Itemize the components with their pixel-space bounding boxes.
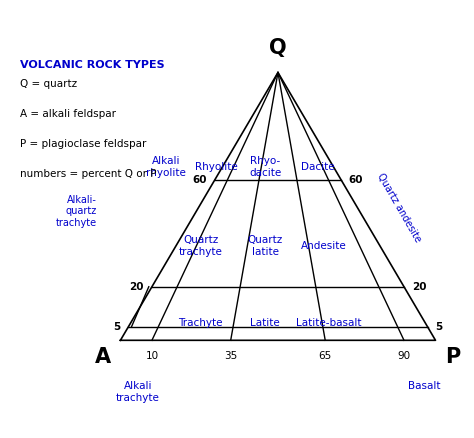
Text: Latite-basalt: Latite-basalt	[296, 318, 361, 328]
Text: Trachyte: Trachyte	[179, 318, 223, 328]
Text: 10: 10	[146, 351, 158, 361]
Text: 5: 5	[113, 322, 120, 332]
Text: Q: Q	[269, 38, 287, 58]
Text: 35: 35	[224, 351, 237, 361]
Text: Rhyolite: Rhyolite	[195, 162, 238, 172]
Text: P: P	[445, 346, 460, 367]
Text: Andesite: Andesite	[301, 241, 346, 251]
Text: Alkali-
quartz
trachyte: Alkali- quartz trachyte	[55, 194, 97, 228]
Text: 60: 60	[192, 175, 207, 184]
Text: Q = quartz: Q = quartz	[19, 79, 77, 89]
Text: 90: 90	[397, 351, 410, 361]
Text: Rhyo-
dacite: Rhyo- dacite	[249, 156, 282, 178]
Text: A = alkali feldspar: A = alkali feldspar	[19, 109, 116, 119]
Text: Alkali
trachyte: Alkali trachyte	[116, 381, 160, 403]
Text: 5: 5	[436, 322, 443, 332]
Text: VOLCANIC ROCK TYPES: VOLCANIC ROCK TYPES	[19, 60, 164, 70]
Text: 65: 65	[319, 351, 332, 361]
Text: Dacite: Dacite	[301, 162, 334, 172]
Text: Quartz
latite: Quartz latite	[248, 235, 283, 257]
Text: Quartz andesite: Quartz andesite	[375, 172, 423, 244]
Text: Quartz
trachyte: Quartz trachyte	[179, 235, 223, 257]
Text: P = plagioclase feldspar: P = plagioclase feldspar	[19, 139, 146, 148]
Text: Alkali
rhyolite: Alkali rhyolite	[146, 156, 186, 178]
Text: Latite: Latite	[250, 318, 280, 328]
Text: 20: 20	[129, 282, 144, 292]
Text: 20: 20	[412, 282, 427, 292]
Text: numbers = percent Q or P: numbers = percent Q or P	[19, 169, 156, 179]
Text: 60: 60	[349, 175, 364, 184]
Text: A: A	[95, 346, 111, 367]
Text: Basalt: Basalt	[408, 381, 441, 391]
